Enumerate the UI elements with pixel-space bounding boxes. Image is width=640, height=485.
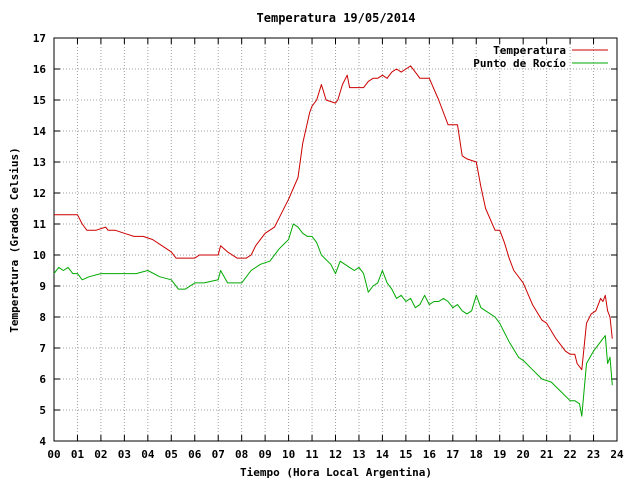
x-tick-label: 14 <box>376 448 390 461</box>
x-tick-label: 11 <box>305 448 319 461</box>
x-tick-label: 15 <box>399 448 412 461</box>
x-tick-label: 20 <box>517 448 530 461</box>
x-tick-label: 23 <box>587 448 600 461</box>
y-tick-label: 17 <box>33 32 46 45</box>
y-tick-label: 12 <box>33 187 46 200</box>
x-tick-label: 21 <box>540 448 554 461</box>
x-tick-label: 00 <box>47 448 60 461</box>
chart-title: Temperatura 19/05/2014 <box>257 11 416 25</box>
grid-layer <box>54 38 617 441</box>
x-tick-label: 22 <box>563 448 576 461</box>
x-tick-label: 10 <box>282 448 295 461</box>
y-tick-label: 13 <box>33 156 46 169</box>
x-tick-label: 03 <box>118 448 131 461</box>
x-tick-label: 12 <box>329 448 342 461</box>
x-tick-label: 19 <box>493 448 506 461</box>
x-tick-label: 16 <box>423 448 437 461</box>
y-tick-label: 7 <box>39 342 46 355</box>
y-tick-label: 5 <box>39 404 46 417</box>
y-tick-label: 9 <box>39 280 46 293</box>
series-layer <box>53 65 613 417</box>
y-tick-label: 14 <box>33 125 47 138</box>
y-tick-label: 6 <box>39 373 46 386</box>
plot-frame <box>53 37 618 442</box>
y-tick-label: 10 <box>33 249 46 262</box>
x-tick-label: 01 <box>71 448 85 461</box>
x-tick-label: 06 <box>188 448 202 461</box>
y-tick-label: 16 <box>33 63 47 76</box>
series-line-temperatura <box>54 65 613 371</box>
x-tick-label: 04 <box>141 448 155 461</box>
y-tick-label: 15 <box>33 94 46 107</box>
y-tick-label: 11 <box>33 218 47 231</box>
x-tick-label: 02 <box>94 448 107 461</box>
x-tick-label: 24 <box>610 448 624 461</box>
y-axis-label: Temperatura (Grados Celsius) <box>8 147 21 332</box>
x-tick-label: 07 <box>212 448 225 461</box>
y-tick-label: 8 <box>39 311 46 324</box>
x-tick-label: 08 <box>235 448 248 461</box>
x-tick-label: 09 <box>259 448 272 461</box>
axis-layer: 00 01 02 03 04 05 06 07 08 09 10 11 12 13 14 15 16 17 18 19… <box>33 32 624 461</box>
legend-label: Punto de Rocío <box>473 57 566 70</box>
legend-label: Temperatura <box>493 44 566 57</box>
x-tick-label: 13 <box>352 448 365 461</box>
x-tick-label: 05 <box>165 448 178 461</box>
series-line-punto-de-rocio <box>53 223 613 417</box>
x-tick-label: 17 <box>446 448 459 461</box>
x-axis-label: Tiempo (Hora Local Argentina) <box>240 466 432 479</box>
y-tick-label: 4 <box>39 435 46 448</box>
x-tick-label: 18 <box>470 448 483 461</box>
